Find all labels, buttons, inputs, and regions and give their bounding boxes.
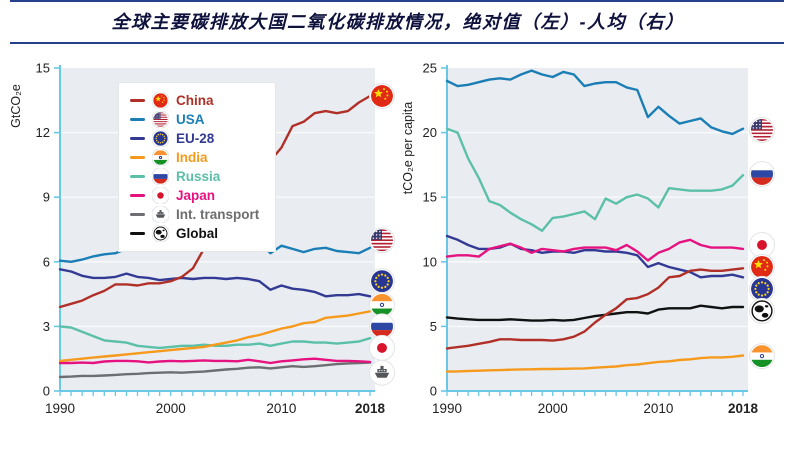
legend-dash <box>130 175 145 178</box>
legend-item-usa: USA <box>130 110 259 129</box>
legend-dash <box>130 232 145 235</box>
flag-russia-icon <box>152 168 169 185</box>
legend-item-global: Global <box>130 224 259 243</box>
line-global <box>445 304 745 322</box>
x-tick-label: 2018 <box>728 401 759 416</box>
legend-label: Japan <box>176 188 216 203</box>
legend-item-japan: Japan <box>130 186 259 205</box>
ship-icon <box>152 206 169 223</box>
line-int-transport <box>58 361 372 379</box>
flag-china-icon <box>369 82 395 109</box>
x-tick-label: 2010 <box>643 401 673 416</box>
y-tick-label: 0 <box>43 384 50 399</box>
line-india <box>58 310 372 363</box>
legend-item-eu-28: EU-28 <box>130 129 259 148</box>
top-rule <box>10 0 784 2</box>
y-tick-label: 12 <box>36 125 50 140</box>
line-usa <box>445 69 745 136</box>
flag-eu-icon <box>152 130 169 147</box>
flag-china-icon <box>152 92 169 109</box>
legend-dash <box>130 213 145 216</box>
x-tick-label: 2000 <box>156 401 186 416</box>
line-eu-28 <box>58 268 372 298</box>
x-tick-label: 1990 <box>432 401 462 416</box>
y-tick-label: 15 <box>36 61 50 76</box>
flag-russia-icon <box>152 168 169 185</box>
legend-item-china: China <box>130 91 259 110</box>
flag-india-icon <box>152 149 169 166</box>
flag-usa-icon <box>152 111 169 128</box>
y-axis-label: tCO₂e per capita <box>401 102 415 194</box>
legend-label: Global <box>176 226 219 241</box>
flag-usa-icon <box>152 111 169 128</box>
plot-background <box>447 68 748 391</box>
legend-label: China <box>176 93 214 108</box>
legend-dash <box>130 118 145 121</box>
per-capita-emissions-chart: 0 5 10 15 20 25 1990 2000 2010 2018 tCO₂e per capi… <box>401 61 775 416</box>
globe-icon <box>749 297 775 324</box>
y-tick-label: 10 <box>423 254 437 269</box>
flag-india-icon <box>152 149 169 166</box>
y-tick-label: 20 <box>423 125 437 140</box>
y-tick-label: 3 <box>43 319 50 334</box>
legend-dash <box>130 156 145 159</box>
globe-icon <box>152 225 169 242</box>
x-tick-label: 1990 <box>45 401 75 416</box>
legend-dash <box>130 99 145 102</box>
flag-usa-icon <box>749 117 775 144</box>
flag-japan-icon <box>152 187 169 204</box>
title-underline-rule <box>10 42 784 44</box>
y-tick-label: 0 <box>430 384 437 399</box>
flag-india-icon <box>369 291 395 318</box>
y-tick-label: 6 <box>43 254 50 269</box>
y-tick-label: 9 <box>43 190 50 205</box>
flag-russia-icon <box>369 313 395 340</box>
flag-japan-icon <box>369 334 395 361</box>
x-tick-label: 2018 <box>355 401 386 416</box>
legend: China USA EU-28 India Russia Japan Int. transp… <box>118 82 277 252</box>
flag-usa-icon <box>369 227 395 254</box>
y-tick-label: 15 <box>423 190 437 205</box>
flag-eu-icon <box>152 130 169 147</box>
legend-item-india: India <box>130 148 259 167</box>
line-japan <box>58 357 372 365</box>
flag-japan-icon <box>152 187 169 204</box>
ship-icon <box>369 359 395 386</box>
line-india <box>445 354 745 373</box>
legend-item-russia: Russia <box>130 167 259 186</box>
page-title: 全球主要碳排放大国二氧化碳排放情况，绝对值（左）-人均（右） <box>111 12 685 32</box>
flag-japan-icon <box>749 232 775 259</box>
line-china <box>445 267 745 350</box>
x-tick-label: 2010 <box>266 401 296 416</box>
legend-label: EU-28 <box>176 131 215 146</box>
legend-label: Int. transport <box>176 207 260 222</box>
flag-china-icon <box>152 92 169 109</box>
legend-item-int-transport: Int. transport <box>130 205 259 224</box>
legend-label: Russia <box>176 169 221 184</box>
ship-icon <box>152 206 169 223</box>
flag-india-icon <box>749 343 775 370</box>
y-tick-label: 25 <box>423 61 437 76</box>
y-tick-label: 5 <box>430 319 437 334</box>
y-axis-label: GtCO₂e <box>9 84 23 128</box>
x-tick-label: 2000 <box>538 401 568 416</box>
line-russia <box>445 127 745 233</box>
legend-dash <box>130 137 145 140</box>
flag-russia-icon <box>749 160 775 187</box>
flag-eu-icon <box>369 268 395 295</box>
legend-label: India <box>176 150 208 165</box>
line-japan <box>445 238 745 262</box>
globe-icon <box>152 225 169 242</box>
flag-china-icon <box>749 253 775 280</box>
legend-label: USA <box>176 112 205 127</box>
legend-dash <box>130 194 145 197</box>
flag-eu-icon <box>749 275 775 302</box>
